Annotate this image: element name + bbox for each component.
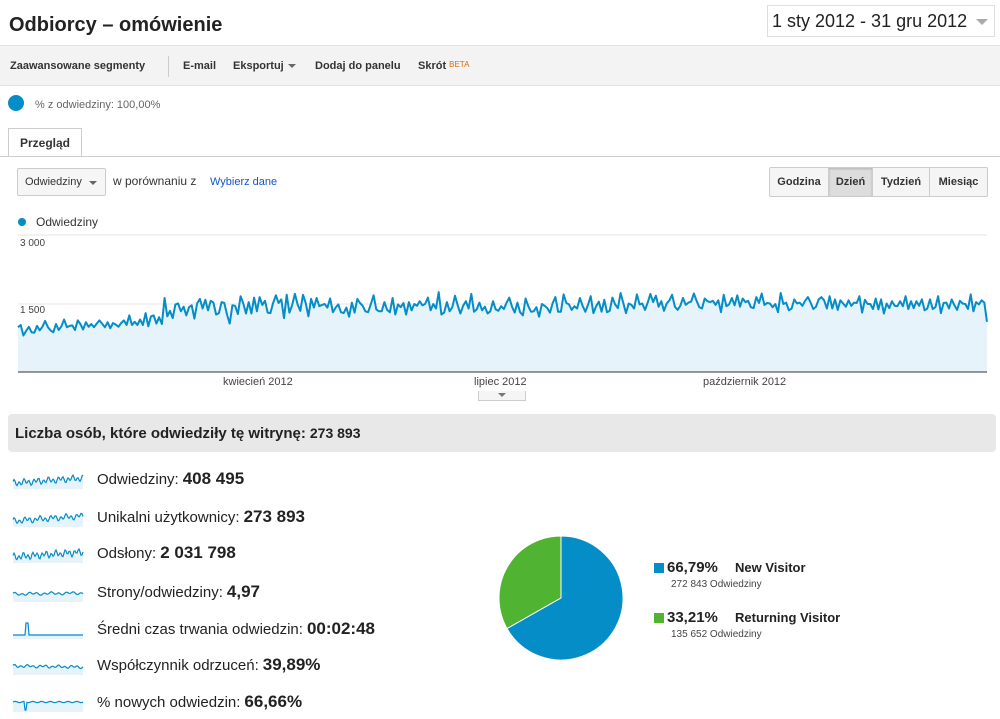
metric-label: Unikalni użytkownicy: (97, 509, 240, 526)
metric-select[interactable]: Odwiedziny (17, 168, 106, 196)
sparkline-line (12, 512, 84, 525)
legend-dot (18, 218, 26, 226)
sparkline-line (12, 591, 84, 596)
metric-row-pages-per-visit: Strony/odwiedziny: 4,97 (12, 579, 472, 609)
visitor-type-pie-chart (498, 535, 624, 661)
summary-title: Liczba osób, które odwiedziły tę witrynę… (15, 425, 306, 442)
export-button[interactable]: Eksportuj (233, 60, 296, 72)
sparkline-area (13, 591, 83, 602)
metric-label: Odsłony: (97, 545, 157, 562)
sparkline-chart[interactable] (12, 622, 84, 640)
metric-value: 4,97 (226, 582, 260, 601)
caret-down-icon (498, 393, 506, 397)
sparkline-chart[interactable] (12, 658, 84, 676)
compare-label: w porównaniu z (113, 174, 197, 188)
sparkline-chart[interactable] (12, 510, 84, 528)
metric-label: Strony/odwiedziny: (97, 584, 223, 601)
tab-divider (0, 156, 1000, 157)
series-area (18, 292, 987, 372)
beta-badge: BETA (449, 60, 470, 69)
legend-swatch (654, 613, 664, 623)
chart-collapse-handle[interactable] (478, 391, 526, 401)
granularity-hour-button[interactable]: Godzina (777, 176, 821, 188)
metric-value: 66,66% (244, 692, 303, 711)
sparkline-line (12, 700, 84, 711)
y-tick-label: 3 000 (20, 238, 46, 249)
date-range-picker[interactable]: 1 sty 2012 - 31 gru 2012 (767, 5, 995, 37)
sparkline-line (12, 473, 84, 487)
granularity-week-button[interactable]: Tydzień (872, 168, 929, 196)
select-metric-link[interactable]: Wybierz dane (210, 176, 278, 188)
sparkline-area (13, 513, 83, 527)
caret-down-icon (287, 64, 296, 69)
caret-down-icon (89, 181, 97, 185)
metric-value: 00:02:48 (306, 619, 375, 638)
metric-label: Średni czas trwania odwiedzin: (97, 621, 303, 638)
granularity-day-button[interactable]: Dzień (828, 168, 872, 196)
metric-value: 273 893 (243, 507, 306, 526)
metric-row-new-visits: % nowych odwiedzin: 66,66% (12, 689, 472, 719)
shortcut-label: Skrót (418, 60, 447, 72)
add-to-dashboard-button[interactable]: Dodaj do panelu (315, 60, 401, 72)
summary-bar: Liczba osób, które odwiedziły tę witrynę… (8, 414, 996, 452)
advanced-segments-button[interactable]: Zaawansowane segmenty (10, 60, 146, 72)
pie-percent: 66,79% (667, 559, 718, 576)
metric-label: Odwiedziny: (97, 471, 179, 488)
segment-label: % z odwiedziny: 100,00% (35, 99, 161, 111)
pie-sub-value: 135 652 Odwiedziny (671, 629, 762, 640)
sparkline-chart[interactable] (12, 585, 84, 603)
shortcut-button[interactable]: Skrót BETA (418, 60, 469, 72)
chevron-down-icon[interactable] (976, 19, 988, 25)
pie-slice-new-visitor[interactable] (506, 535, 624, 661)
metric-row-visits: Odwiedziny: 408 495 (12, 466, 472, 496)
series-layer (17, 291, 988, 372)
pie-sub-value: 272 843 Odwiedziny (671, 579, 762, 590)
toolbar-divider (168, 56, 169, 77)
sparkline-chart[interactable] (12, 472, 84, 490)
sparkline-chart[interactable] (12, 546, 84, 564)
metric-label: % nowych odwiedzin: (97, 694, 241, 711)
x-tick-label: październik 2012 (703, 376, 787, 388)
sparkline-line (12, 663, 84, 670)
sparkline-area (13, 623, 83, 639)
date-range-text: 1 sty 2012 - 31 gru 2012 (772, 10, 968, 31)
metric-row-bounce-rate: Współczynnik odrzuceń: 39,89% (12, 652, 472, 682)
pie-label: New Visitor (735, 560, 806, 575)
tab-overview[interactable]: Przegląd (8, 128, 82, 157)
metric-value: 2 031 798 (160, 543, 236, 562)
x-tick-label: lipiec 2012 (474, 376, 527, 388)
metric-row-unique-visitors: Unikalni użytkownicy: 273 893 (12, 504, 472, 534)
pie-percent: 33,21% (667, 609, 718, 626)
summary-value: 273 893 (309, 425, 361, 441)
sparkline-line (13, 622, 83, 636)
pie-slice-returning-visitor[interactable] (498, 535, 562, 630)
metric-value: 408 495 (182, 469, 245, 488)
metric-value: 39,89% (262, 655, 321, 674)
metric-row-pageviews: Odsłony: 2 031 798 (12, 540, 472, 570)
granularity-toggle: Godzina Dzień Tydzień Miesiąc (769, 167, 988, 197)
sparkline-chart[interactable] (12, 695, 84, 713)
y-tick-label: 1 500 (20, 305, 46, 316)
legend-swatch (654, 563, 664, 573)
page-title: Odbiorcy – omówienie (9, 14, 223, 36)
metric-select-value: Odwiedziny (25, 176, 82, 188)
segment-pie-icon (8, 95, 24, 111)
metric-row-avg-visit-duration: Średni czas trwania odwiedzin: 00:02:48 (12, 616, 472, 646)
granularity-month-button[interactable]: Miesiąc (929, 168, 987, 196)
sparkline-line (12, 547, 84, 561)
sparkline-area (13, 701, 83, 712)
chart-legend-label: Odwiedziny (36, 215, 99, 229)
email-button[interactable]: E-mail (183, 60, 217, 72)
x-tick-label: kwiecień 2012 (223, 376, 293, 388)
visits-line-chart (17, 234, 988, 373)
toolbar: Zaawansowane segmenty E-mail Eksportuj D… (0, 45, 1000, 86)
series-line-visits (17, 291, 988, 337)
export-label: Eksportuj (233, 60, 284, 72)
pie-label: Returning Visitor (735, 610, 841, 625)
metric-label: Współczynnik odrzuceń: (97, 657, 259, 674)
